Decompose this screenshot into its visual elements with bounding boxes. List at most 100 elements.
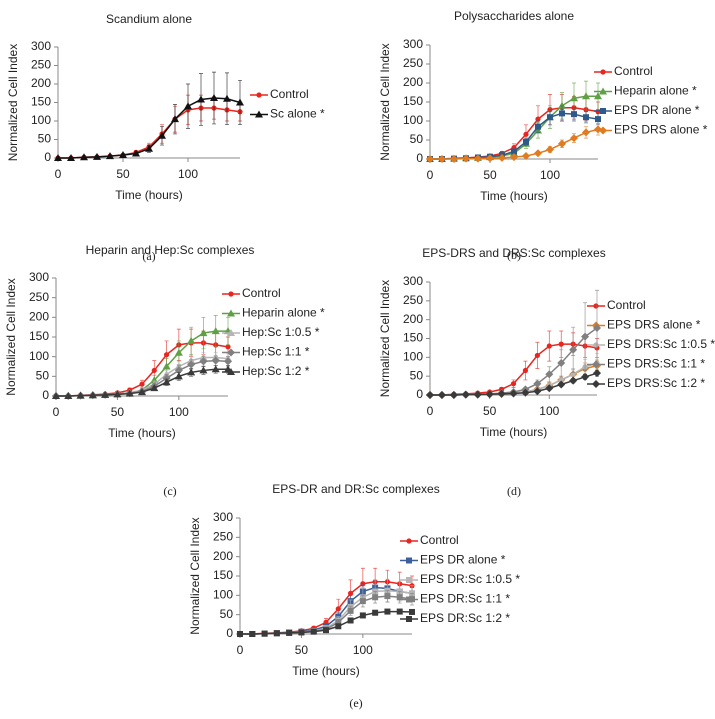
legend-marker (600, 108, 606, 114)
legend-label: EPS DR alone * (420, 553, 506, 567)
y-tick-label: 250 (403, 56, 423, 70)
x-tick-label: 0 (53, 405, 60, 419)
point (545, 384, 554, 393)
point (521, 388, 530, 397)
y-tick-label: 150 (213, 568, 233, 582)
y-tick-label: 50 (410, 132, 424, 146)
x-tick-label: 0 (55, 167, 62, 181)
caption: (d) (507, 484, 521, 498)
point (323, 627, 329, 634)
legend-marker (592, 380, 600, 388)
point (197, 95, 205, 103)
y-tick-label: 50 (220, 607, 234, 621)
point (559, 110, 565, 117)
legend-marker (227, 368, 235, 375)
point (462, 154, 470, 163)
y-tick-label: 200 (403, 75, 423, 89)
y-axis-label: Normalized Cell Index (4, 278, 18, 395)
point (497, 389, 506, 398)
point (132, 149, 140, 157)
point (174, 348, 183, 356)
point (359, 598, 366, 605)
point (569, 376, 578, 385)
point (335, 623, 342, 630)
point (76, 391, 85, 399)
point (199, 329, 208, 337)
point (187, 336, 196, 344)
legend-marker (593, 342, 599, 348)
point (347, 590, 354, 597)
legend-label: Heparin alone * (242, 306, 325, 320)
point (150, 384, 159, 392)
point (509, 389, 518, 398)
chart-title: Heparin and Hep:Sc complexes (86, 243, 255, 257)
point (450, 155, 458, 163)
point (535, 116, 541, 122)
point (223, 94, 231, 102)
x-axis-label: Time (hours) (292, 664, 360, 678)
legend-marker (593, 303, 599, 309)
chart-title: Polysaccharides alone (454, 9, 574, 23)
legend-marker (227, 329, 235, 336)
legend-marker (406, 557, 412, 564)
y-tick-label: 0 (226, 626, 233, 640)
caption: (b) (507, 248, 521, 262)
point (125, 389, 134, 397)
point (211, 365, 220, 373)
x-tick-label: 0 (237, 643, 244, 657)
point (261, 630, 268, 637)
y-tick-label: 200 (213, 549, 233, 563)
point (106, 152, 114, 160)
y-tick-label: 300 (29, 270, 49, 284)
legend-marker (406, 538, 412, 544)
point (593, 369, 601, 378)
point (557, 380, 566, 389)
y-tick-label: 250 (403, 293, 423, 307)
point (199, 366, 208, 374)
legend-marker (406, 577, 412, 583)
point (335, 606, 341, 612)
x-axis-label: Time (hours) (108, 426, 176, 440)
legend-label: Sc alone * (270, 107, 325, 121)
point (162, 378, 171, 386)
point (437, 391, 446, 399)
point (113, 390, 122, 398)
legend-label: EPS DR alone * (614, 103, 700, 117)
y-axis-label: Normalized Cell Index (378, 43, 392, 160)
y-tick-label: 200 (403, 312, 423, 326)
point (438, 155, 446, 163)
legend-label: EPS DRS:Sc 1:0.5 * (607, 337, 715, 351)
point (486, 154, 494, 163)
point (557, 358, 566, 367)
point (595, 116, 601, 123)
x-tick-label: 50 (483, 404, 497, 418)
y-axis-label: Normalized Cell Index (6, 44, 20, 161)
y-tick-label: 300 (403, 274, 423, 288)
y-tick-label: 150 (403, 94, 423, 108)
y-tick-label: 150 (31, 95, 51, 109)
caption: (c) (163, 484, 176, 498)
x-axis-label: Time (hours) (115, 188, 183, 202)
y-tick-label: 150 (403, 331, 423, 345)
point (545, 370, 554, 379)
chart-title: Scandium alone (106, 12, 192, 26)
x-tick-label: 100 (353, 643, 373, 657)
point (249, 631, 256, 637)
legend-label: Control (607, 298, 646, 312)
point (571, 111, 577, 118)
point (372, 594, 379, 601)
point (384, 593, 391, 600)
point (581, 372, 590, 381)
x-axis-label: Time (hours) (480, 425, 548, 439)
point (138, 388, 146, 396)
point (558, 101, 566, 109)
y-tick-label: 250 (213, 530, 233, 544)
caption: (e) (349, 696, 362, 710)
point (171, 115, 179, 123)
x-tick-label: 50 (483, 168, 497, 182)
point (461, 390, 470, 399)
y-tick-label: 100 (29, 349, 49, 363)
y-tick-label: 50 (410, 368, 424, 382)
y-tick-label: 100 (403, 113, 423, 127)
